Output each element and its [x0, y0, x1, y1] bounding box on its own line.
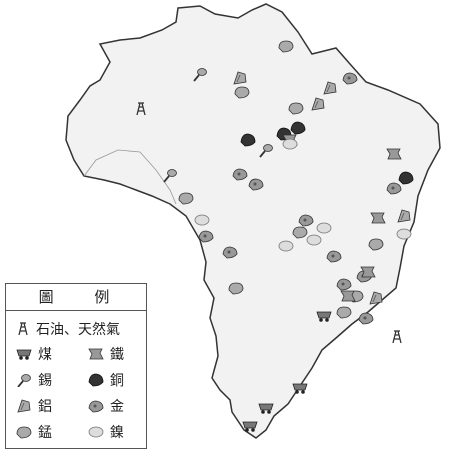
- legend-label-gold: 金: [110, 399, 124, 415]
- legend-label-copper: 銅: [110, 373, 124, 389]
- legend-item-iron: 鐵: [88, 344, 124, 364]
- nickel-icon: [396, 228, 412, 240]
- gold-icon: [198, 230, 214, 243]
- gold-icon: [298, 214, 314, 227]
- legend-item-tin: 錫: [16, 370, 52, 390]
- manganese-icon: [292, 226, 308, 239]
- oil-derrick-icon: [18, 322, 28, 336]
- copper-icon: [240, 133, 256, 147]
- map-legend: 圖 例 石油、天然氣 煤 鐵 錫 銅 鋁 金 錳 鎳: [5, 283, 147, 449]
- legend-item-oil: 石油、天然氣: [16, 319, 120, 339]
- copper-icon: [88, 373, 104, 387]
- gold-icon: [342, 72, 358, 85]
- region-boundary-line: [83, 149, 177, 205]
- tin-icon: [17, 373, 32, 387]
- legend-label-iron: 鐵: [110, 347, 124, 363]
- legend-item-manganese: 錳: [16, 422, 52, 442]
- legend-label-aluminum: 鋁: [38, 399, 52, 415]
- manganese-icon: [336, 306, 352, 319]
- manganese-icon: [228, 282, 244, 295]
- nickel-icon: [282, 138, 298, 150]
- manganese-icon: [368, 238, 384, 251]
- gold-icon: [358, 312, 374, 325]
- legend-item-coal: 煤: [16, 344, 52, 364]
- copper-icon: [290, 121, 306, 135]
- nickel-icon: [316, 222, 332, 234]
- manganese-icon: [278, 40, 294, 53]
- gold-icon: [326, 250, 342, 263]
- brazil-outline: [65, 3, 441, 439]
- gold-icon: [222, 246, 238, 259]
- nickel-icon: [88, 426, 104, 438]
- legend-label-nickel: 鎳: [110, 425, 124, 441]
- legend-label-oil: 石油、天然氣: [36, 322, 120, 338]
- legend-label-tin: 錫: [38, 373, 52, 389]
- gold-icon: [336, 278, 352, 291]
- legend-item-aluminum: 鋁: [16, 396, 52, 416]
- gold-icon: [248, 178, 264, 191]
- oil-derrick-icon: [392, 330, 402, 344]
- legend-item-copper: 銅: [88, 370, 124, 390]
- manganese-icon: [16, 426, 32, 439]
- nickel-icon: [194, 214, 210, 226]
- gold-icon: [232, 168, 248, 181]
- manganese-icon: [178, 192, 194, 205]
- manganese-icon: [288, 102, 304, 115]
- legend-label-manganese: 錳: [38, 425, 52, 441]
- gold-icon: [386, 182, 402, 195]
- legend-item-nickel: 鎳: [88, 422, 124, 442]
- iron-ore-icon: [88, 348, 104, 360]
- manganese-icon: [234, 86, 250, 99]
- nickel-icon: [278, 240, 294, 252]
- aluminum-icon: [17, 399, 31, 413]
- legend-title: 圖 例: [6, 284, 146, 311]
- nickel-icon: [306, 234, 322, 246]
- legend-label-coal: 煤: [38, 347, 52, 363]
- coal-cart-icon: [16, 349, 32, 361]
- legend-item-gold: 金: [88, 396, 124, 416]
- gold-icon: [88, 400, 104, 413]
- copper-icon: [398, 171, 414, 185]
